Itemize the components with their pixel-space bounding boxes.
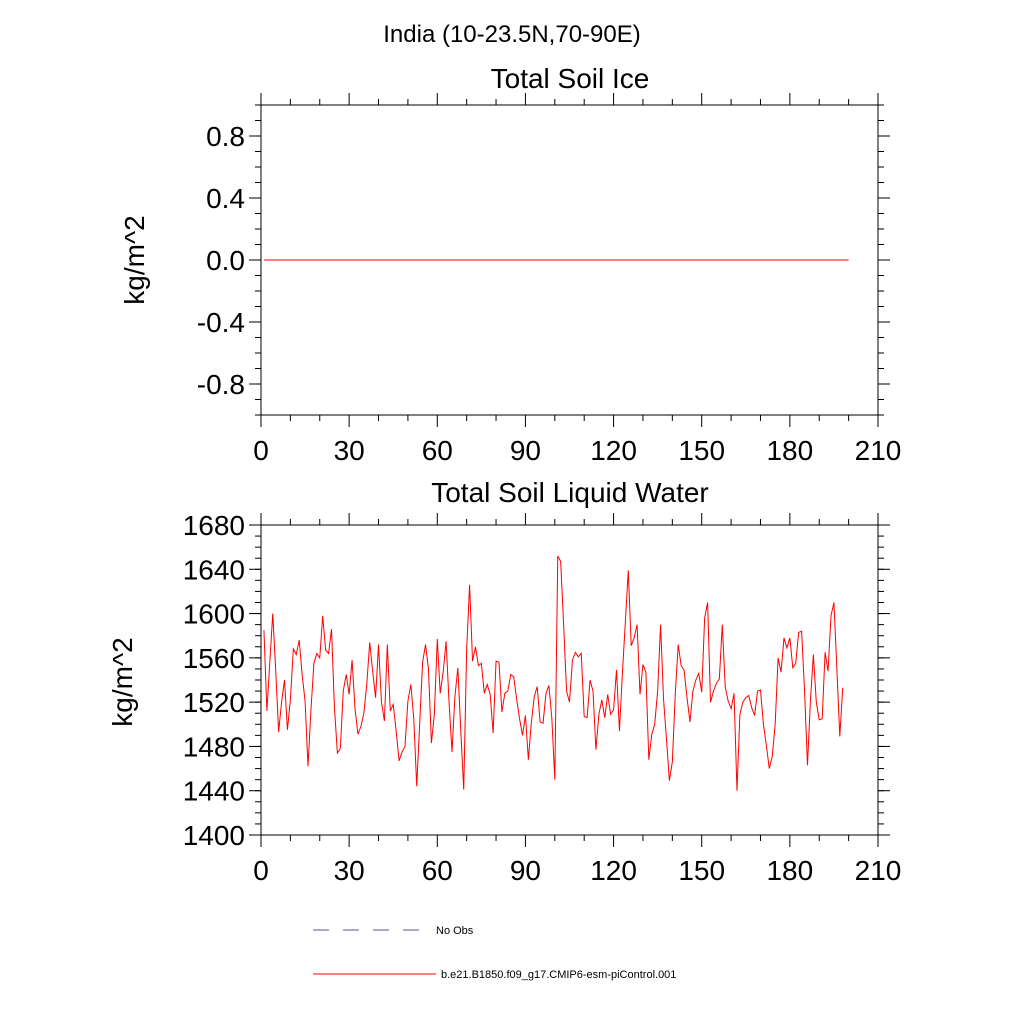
y-tick-label: 1480 <box>183 731 245 762</box>
chart-total-soil-ice: Total Soil Ice kg/m^2 0 30 60 90 120 150 180 21… <box>119 63 901 466</box>
x-tick-label: 30 <box>334 435 365 466</box>
figure-title: India (10-23.5N,70-90E) <box>383 21 640 48</box>
y-axis-label: kg/m^2 <box>119 215 150 304</box>
x-tick-label: 210 <box>855 435 902 466</box>
y-tick-label: 1600 <box>183 599 245 630</box>
legend: No Obs b.e21.B1850.f09_g17.CMIP6-esm-piC… <box>313 925 676 981</box>
legend-label-model: b.e21.B1850.f09_g17.CMIP6-esm-piControl.… <box>441 969 676 981</box>
x-tick-label: 180 <box>766 855 813 886</box>
y-tick-label: -0.4 <box>197 307 245 338</box>
y-axis-label: kg/m^2 <box>107 637 138 726</box>
y-tick-label: 1560 <box>183 643 245 674</box>
y-tick-label: 0.0 <box>206 245 245 276</box>
y-tick-label: 1520 <box>183 687 245 718</box>
x-tick-label: 0 <box>253 855 269 886</box>
y-tick-label: 0.8 <box>206 121 245 152</box>
x-tick-label: 150 <box>678 855 725 886</box>
x-tick-label: 120 <box>590 435 637 466</box>
axis-ticks <box>249 93 890 427</box>
y-tick-label: 1400 <box>183 820 245 851</box>
x-tick-label: 30 <box>334 855 365 886</box>
series-line <box>263 555 844 791</box>
x-tick-label: 210 <box>855 855 902 886</box>
y-tick-label: 1680 <box>183 510 245 541</box>
x-tick-label: 180 <box>766 435 813 466</box>
x-tick-label: 60 <box>422 435 453 466</box>
chart-title: Total Soil Ice <box>491 63 650 94</box>
legend-label-no-obs: No Obs <box>436 925 474 937</box>
chart-title: Total Soil Liquid Water <box>431 477 709 508</box>
y-tick-label: 1440 <box>183 776 245 807</box>
x-tick-label: 90 <box>510 855 541 886</box>
y-tick-label: 1640 <box>183 554 245 585</box>
chart-total-soil-liquid-water: Total Soil Liquid Water kg/m^2 0 30 60 90 12… <box>107 477 901 886</box>
x-tick-label: 90 <box>510 435 541 466</box>
y-tick-label: -0.8 <box>197 369 245 400</box>
axis-ticks <box>249 513 890 847</box>
x-tick-label: 120 <box>590 855 637 886</box>
x-tick-label: 150 <box>678 435 725 466</box>
x-tick-label: 60 <box>422 855 453 886</box>
y-tick-label: 0.4 <box>206 183 245 214</box>
x-tick-label: 0 <box>253 435 269 466</box>
